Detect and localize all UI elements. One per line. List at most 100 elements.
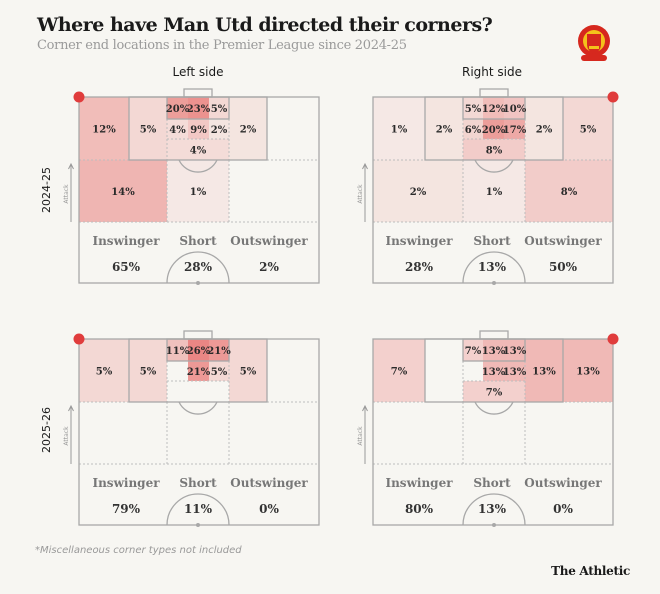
zone-label-penalty-spot: 4% bbox=[190, 146, 207, 157]
zone-edge-far bbox=[373, 160, 463, 222]
zone-label-front-far: 2% bbox=[211, 125, 228, 136]
zone-label-edge-near: 8% bbox=[561, 187, 578, 198]
zone-front-center bbox=[188, 119, 209, 139]
corner-flag-dot bbox=[73, 91, 85, 103]
zone-label-six-center: 26% bbox=[187, 346, 211, 357]
zone-label-six-near: 11% bbox=[166, 346, 190, 357]
zone-six-center bbox=[188, 97, 209, 119]
delivery-value-short: 13% bbox=[478, 502, 507, 516]
attack-label: Attack bbox=[63, 184, 70, 204]
attack-arrow-head-icon bbox=[68, 404, 74, 412]
zone-six-far bbox=[209, 339, 229, 361]
footnote: *Miscellaneous corner types not included bbox=[35, 545, 242, 556]
zone-label-edge-far: 2% bbox=[410, 187, 427, 198]
zone-label-edge-center: 1% bbox=[190, 187, 207, 198]
centre-circle bbox=[166, 493, 230, 526]
zone-wide-far bbox=[373, 97, 425, 160]
centre-spot bbox=[492, 281, 496, 285]
zone-label-front-center: 20% bbox=[482, 125, 506, 136]
zone-edge-near bbox=[79, 160, 167, 222]
zone-box-near bbox=[525, 339, 563, 402]
delivery-label-short: Short bbox=[473, 234, 511, 248]
delivery-value-short: 13% bbox=[478, 260, 507, 274]
zone-six-far bbox=[463, 339, 483, 361]
zone-label-wide-near: 13% bbox=[576, 367, 600, 378]
delivery-label-outswinger: Outswinger bbox=[230, 234, 308, 248]
season-label-2024-25: 2024-25 bbox=[40, 167, 53, 213]
attack-arrow-head-icon bbox=[362, 162, 368, 170]
zone-six-near bbox=[167, 97, 188, 119]
attack-arrow-head-icon bbox=[68, 162, 74, 170]
zone-label-front-center: 21% bbox=[187, 367, 211, 378]
corner-flag-dot bbox=[607, 333, 619, 345]
zone-label-six-near: 20% bbox=[166, 104, 190, 115]
delivery-value-outswinger: 0% bbox=[259, 502, 279, 516]
zone-wide-near bbox=[563, 339, 613, 402]
goal bbox=[479, 330, 509, 340]
zone-edge-center bbox=[167, 160, 229, 222]
zone-front-near bbox=[167, 119, 188, 139]
zone-label-six-center: 23% bbox=[187, 104, 211, 115]
delivery-value-inswinger: 65% bbox=[112, 260, 141, 274]
delivery-label-short: Short bbox=[179, 234, 217, 248]
zone-front-far bbox=[209, 361, 229, 381]
delivery-label-inswinger: Inswinger bbox=[385, 234, 453, 248]
delivery-label-outswinger: Outswinger bbox=[524, 234, 602, 248]
delivery-label-short: Short bbox=[473, 476, 511, 490]
zone-six-center bbox=[188, 339, 209, 361]
zone-label-box-far: 2% bbox=[240, 125, 257, 136]
zone-box-far bbox=[425, 97, 463, 160]
corner-flag-dot bbox=[607, 91, 619, 103]
zone-six-center bbox=[483, 97, 504, 119]
zone-label-box-far: 5% bbox=[240, 367, 257, 378]
zone-label-box-near: 5% bbox=[140, 125, 157, 136]
goal bbox=[479, 88, 509, 98]
zone-six-near bbox=[504, 339, 525, 361]
zone-label-six-near: 13% bbox=[503, 346, 527, 357]
zone-six-far bbox=[209, 97, 229, 119]
zone-label-front-near: 4% bbox=[169, 125, 186, 136]
centre-spot bbox=[196, 281, 200, 285]
attack-label: Attack bbox=[357, 184, 364, 204]
delivery-value-short: 11% bbox=[184, 502, 213, 516]
pitch-panel-2024-25-right: 1% 2%5% 12%10%6% 20%17%8%2% 5%2% 1% 8%Inswinge… bbox=[357, 88, 619, 285]
attack-label: Attack bbox=[63, 426, 70, 446]
zone-label-six-far: 21% bbox=[207, 346, 231, 357]
chart-subtitle: Corner end locations in the Premier Leag… bbox=[37, 38, 407, 53]
zone-box-near bbox=[129, 97, 167, 160]
zone-front-near bbox=[504, 361, 525, 381]
zone-wide-near bbox=[563, 97, 613, 160]
zone-label-edge-near: 14% bbox=[111, 187, 135, 198]
zone-edge-near bbox=[525, 160, 613, 222]
centre-spot bbox=[492, 523, 496, 527]
zone-label-front-near: 13% bbox=[503, 367, 527, 378]
delivery-label-inswinger: Inswinger bbox=[92, 476, 160, 490]
zone-label-six-far: 5% bbox=[465, 104, 482, 115]
zone-label-box-near: 13% bbox=[532, 367, 556, 378]
delivery-label-outswinger: Outswinger bbox=[524, 476, 602, 490]
zone-label-edge-center: 1% bbox=[486, 187, 503, 198]
zone-front-center bbox=[188, 361, 209, 381]
delivery-value-outswinger: 50% bbox=[549, 260, 578, 274]
delivery-value-inswinger: 79% bbox=[112, 502, 141, 516]
zone-box-near bbox=[525, 97, 563, 160]
zone-label-wide-near: 12% bbox=[92, 125, 116, 136]
zone-six-near bbox=[504, 97, 525, 119]
centre-circle bbox=[166, 251, 230, 284]
zone-label-box-near: 2% bbox=[536, 125, 553, 136]
zone-six-near bbox=[167, 339, 188, 361]
zone-penalty-spot bbox=[167, 139, 229, 160]
goal bbox=[183, 330, 213, 340]
zone-six-center bbox=[483, 339, 504, 361]
season-label-2025-26: 2025-26 bbox=[40, 407, 53, 453]
zone-wide-near bbox=[79, 339, 129, 402]
pitch-panel-2025-26-right: 7%7% 13%13%13%13%7%13% 13%Inswinger80%Shor… bbox=[357, 330, 619, 527]
zone-label-wide-near: 5% bbox=[96, 367, 113, 378]
zone-label-front-near: 17% bbox=[503, 125, 527, 136]
zone-label-front-far: 6% bbox=[465, 125, 482, 136]
pitch-panel-2024-25-left: 12% 5%20%23% 5%4% 9% 2%4%2%14% 1%Inswinger65%… bbox=[63, 88, 320, 285]
zone-front-near bbox=[504, 119, 525, 139]
zone-label-front-far: 5% bbox=[211, 367, 228, 378]
zone-label-six-center: 13% bbox=[482, 346, 506, 357]
zone-front-center bbox=[483, 119, 504, 139]
